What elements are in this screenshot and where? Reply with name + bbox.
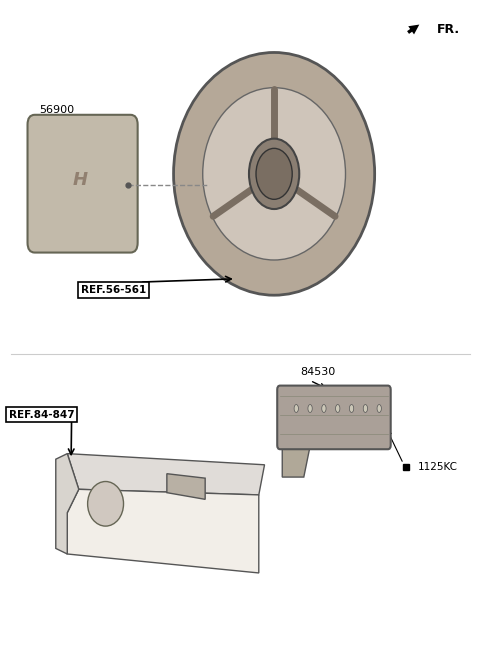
Text: REF.84-847: REF.84-847 — [9, 409, 75, 420]
Ellipse shape — [88, 482, 123, 526]
Ellipse shape — [174, 52, 375, 295]
Ellipse shape — [377, 405, 382, 413]
Ellipse shape — [256, 148, 292, 199]
Ellipse shape — [249, 138, 299, 209]
Ellipse shape — [363, 405, 368, 413]
Text: 56900: 56900 — [39, 105, 74, 115]
Polygon shape — [282, 445, 310, 477]
Ellipse shape — [203, 88, 346, 260]
Polygon shape — [56, 454, 79, 554]
Polygon shape — [67, 454, 264, 495]
Ellipse shape — [308, 405, 312, 413]
FancyBboxPatch shape — [277, 386, 391, 449]
FancyBboxPatch shape — [27, 115, 138, 253]
Ellipse shape — [349, 405, 354, 413]
Text: FR.: FR. — [437, 23, 460, 36]
Polygon shape — [167, 474, 205, 499]
Text: 1125KC: 1125KC — [418, 462, 458, 472]
Ellipse shape — [294, 405, 299, 413]
Ellipse shape — [322, 405, 326, 413]
Text: 84530: 84530 — [300, 367, 336, 377]
Polygon shape — [67, 489, 259, 573]
Text: H: H — [72, 171, 88, 190]
Text: REF.56-561: REF.56-561 — [81, 285, 146, 295]
Ellipse shape — [336, 405, 340, 413]
